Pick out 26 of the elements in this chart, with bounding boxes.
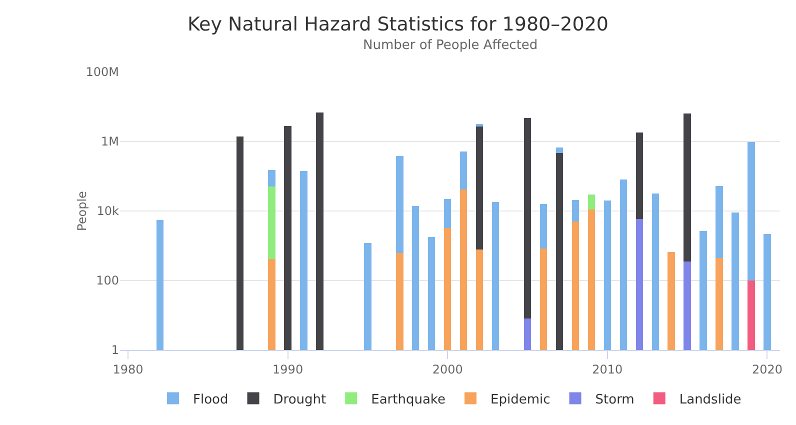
y-tick-label: 10k (96, 204, 120, 218)
y-tick-label: 1M (101, 134, 119, 149)
y-tick-label: 1 (111, 343, 119, 358)
bar (556, 147, 564, 154)
legend-label: Landslide (679, 392, 742, 408)
bar (476, 124, 484, 127)
y-tick-label: 100M (86, 65, 119, 80)
chart-title: Key Natural Hazard Statistics for 1980–2020 (188, 13, 608, 36)
x-tick-label: 2000 (432, 362, 463, 376)
chart-subtitle: Number of People Affected (363, 38, 538, 53)
bar (444, 198, 452, 228)
bar (460, 151, 468, 190)
x-tick-label: 1980 (112, 362, 144, 376)
y-axis-title: People (75, 191, 89, 231)
legend-label: Flood (193, 392, 228, 408)
legend-label: Earthquake (371, 392, 446, 408)
legend-label: Epidemic (490, 392, 550, 408)
legend-label: Drought (273, 392, 326, 408)
y-tick-label: 100 (96, 274, 119, 288)
x-tick-label: 2020 (752, 362, 782, 376)
bar (572, 200, 580, 222)
x-tick-label: 1990 (272, 362, 304, 376)
legend-label: Storm (595, 392, 634, 408)
x-tick-label: 2010 (592, 362, 623, 376)
bar (588, 194, 596, 210)
bar (268, 170, 276, 187)
